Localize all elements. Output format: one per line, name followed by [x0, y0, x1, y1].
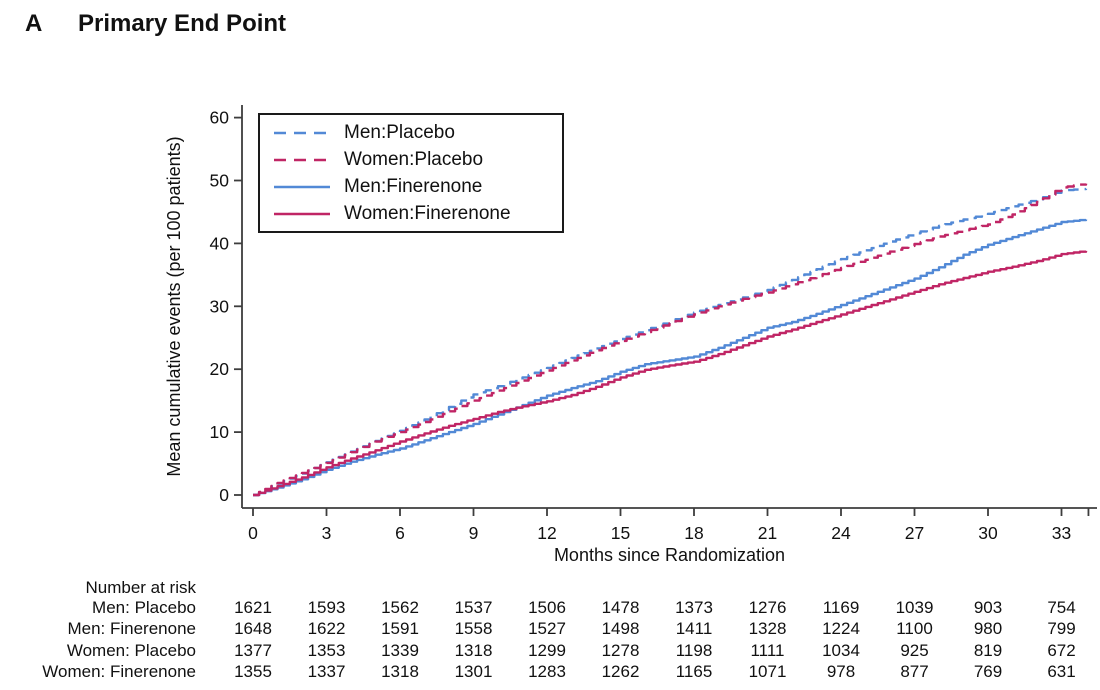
x-tick-label: 6 — [395, 523, 405, 543]
x-tick-label: 30 — [978, 523, 998, 543]
figure-title-row: A Primary End Point — [0, 10, 1100, 44]
legend-item: Women:Finerenone — [260, 201, 562, 227]
y-tick-label: 30 — [210, 296, 230, 316]
y-tick-label: 20 — [210, 359, 230, 379]
panel-letter: A — [25, 10, 43, 37]
legend-item: Men:Finerenone — [260, 174, 562, 200]
x-axis-label: Months since Randomization — [554, 545, 785, 565]
y-tick-label: 10 — [210, 422, 230, 442]
legend-item-label: Men:Placebo — [344, 121, 455, 143]
x-tick-label: 27 — [905, 523, 924, 543]
x-tick-label: 21 — [758, 523, 777, 543]
legend-item-label: Women:Finerenone — [344, 202, 511, 224]
x-tick-label: 18 — [684, 523, 703, 543]
legend-item-label: Women:Placebo — [344, 148, 484, 170]
x-tick-label: 0 — [248, 523, 258, 543]
y-axis-label: Mean cumulative events (per 100 patients… — [164, 136, 184, 476]
x-tick-label: 33 — [1052, 523, 1071, 543]
legend-item: Men:Placebo — [260, 120, 562, 146]
legend-line-sample — [274, 158, 330, 161]
legend-box: Men:Placebo Women:Placebo Men:Finerenone Wo… — [258, 113, 564, 233]
series-line-men-placebo — [253, 187, 1088, 497]
legend-line-sample — [274, 212, 330, 215]
y-tick-label: 60 — [210, 108, 230, 128]
y-tick-label: 50 — [210, 171, 230, 191]
legend-item-label: Men:Finerenone — [344, 175, 483, 197]
series-line-women-finerenone — [253, 250, 1088, 497]
legend-line-sample — [274, 131, 330, 134]
x-tick-label: 12 — [537, 523, 556, 543]
x-tick-label: 15 — [611, 523, 630, 543]
legend-item: Women:Placebo — [260, 147, 562, 173]
x-tick-label: 3 — [322, 523, 332, 543]
y-tick-label: 40 — [210, 233, 230, 253]
x-tick-label: 9 — [469, 523, 479, 543]
legend-line-sample — [274, 185, 330, 188]
series-line-men-finerenone — [253, 218, 1088, 497]
x-tick-label: 24 — [831, 523, 851, 543]
figure-title: Primary End Point — [78, 10, 287, 37]
series-line-women-placebo — [253, 183, 1088, 497]
y-tick-label: 0 — [219, 485, 229, 505]
